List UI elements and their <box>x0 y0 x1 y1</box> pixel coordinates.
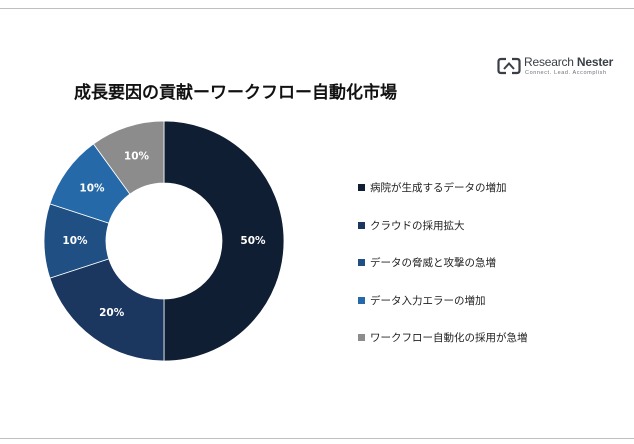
legend-swatch-3 <box>358 259 365 266</box>
research-nester-logo-icon <box>497 57 521 75</box>
legend-label-5: ワークフロー自動化の採用が急増 <box>370 332 528 344</box>
legend-swatch-2 <box>358 221 365 229</box>
legend-swatch-1 <box>358 184 365 191</box>
slice-value-label-2: 20% <box>99 307 125 319</box>
logo-name-part1: Research <box>524 55 574 69</box>
donut-slice-1 <box>163 120 285 362</box>
logo-name-part2: Nester <box>576 55 614 69</box>
slice-value-label-5: 10% <box>124 150 150 162</box>
legend-swatch-5 <box>358 334 365 341</box>
legend-label-1: 病院が生成するデータの増加 <box>370 182 507 194</box>
donut-chart: 50% 20% 10% 10% 10% <box>43 120 285 362</box>
slice-value-label-4: 10% <box>79 183 105 195</box>
logo-wordmark: Research Nester <box>524 55 613 69</box>
logo-tagline: Connect. Lead. Accomplish <box>525 70 607 76</box>
donut-slice-2 <box>49 258 165 362</box>
legend-label-3: データの脅威と攻撃の急増 <box>370 257 496 269</box>
legend-label-4: データ入力エラーの増加 <box>370 294 486 307</box>
top-divider <box>0 8 634 9</box>
legend-swatch-4 <box>358 296 365 304</box>
slice-value-label-3: 10% <box>62 235 88 247</box>
donut-slice-5 <box>92 120 165 195</box>
legend-label-2: クラウドの採用拡大 <box>370 219 465 232</box>
slice-value-label-1: 50% <box>240 235 266 247</box>
bottom-divider <box>0 438 634 439</box>
chart-title: 成長要因の貢献ーワークフロー自動化市場 <box>74 83 397 103</box>
research-nester-logo: Research Nester Connect. Lead. Accomplis… <box>497 54 627 80</box>
